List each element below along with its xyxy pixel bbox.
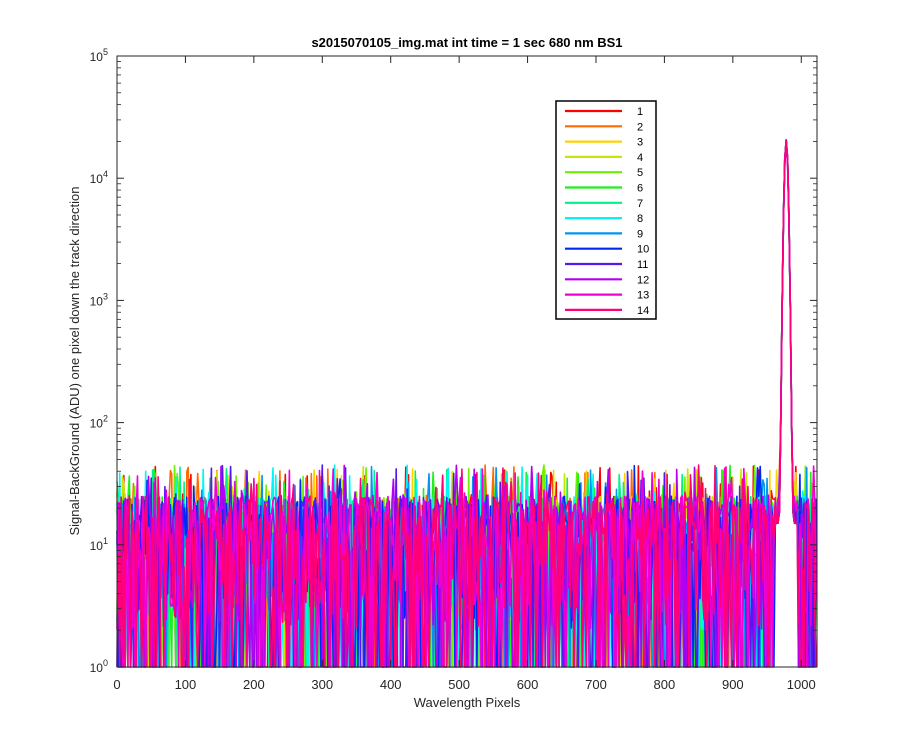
x-tick-label: 700 (585, 677, 607, 692)
x-tick-label: 0 (113, 677, 120, 692)
plot-frame (116, 55, 818, 668)
legend-label-4: 4 (637, 152, 643, 164)
y-tick-label: 100 (90, 658, 108, 675)
x-tick-label: 800 (654, 677, 676, 692)
legend-box (555, 100, 657, 320)
legend-label-3: 3 (637, 137, 643, 149)
legend-label-13: 13 (637, 290, 649, 302)
chart-title: s2015070105_img.mat int time = 1 sec 680… (311, 35, 622, 50)
legend-label-2: 2 (637, 121, 643, 133)
x-tick-label: 100 (175, 677, 197, 692)
x-axis-label: Wavelength Pixels (414, 695, 521, 710)
legend-label-7: 7 (637, 198, 643, 210)
x-axis: 0 100 200 300 400 500 600 700 800 900 1000 (113, 56, 816, 692)
y-tick-label: 102 (90, 414, 108, 431)
series-line-14 (116, 139, 818, 668)
x-tick-label: 1000 (787, 677, 816, 692)
legend-label-10: 10 (637, 244, 649, 256)
x-tick-label: 300 (311, 677, 333, 692)
y-tick-label: 101 (90, 536, 108, 553)
x-tick-label: 600 (517, 677, 539, 692)
y-tick-label: 103 (90, 291, 108, 308)
x-tick-label: 200 (243, 677, 265, 692)
legend-label-9: 9 (637, 228, 643, 240)
y-tick-label: 104 (90, 169, 108, 186)
legend-label-8: 8 (637, 213, 643, 225)
legend-label-1: 1 (637, 106, 643, 118)
y-axis-label: Signal-BackGround (ADU) one pixel down t… (67, 186, 82, 535)
legend-label-12: 12 (637, 274, 649, 286)
y-tick-label: 105 (90, 47, 108, 64)
x-tick-label: 400 (380, 677, 402, 692)
series-layer (116, 139, 818, 668)
x-tick-label: 500 (448, 677, 470, 692)
legend-label-5: 5 (637, 167, 643, 179)
legend-label-11: 11 (637, 259, 648, 271)
legend-label-6: 6 (637, 183, 643, 195)
legend-label-14: 14 (637, 305, 649, 317)
x-tick-label: 900 (722, 677, 744, 692)
